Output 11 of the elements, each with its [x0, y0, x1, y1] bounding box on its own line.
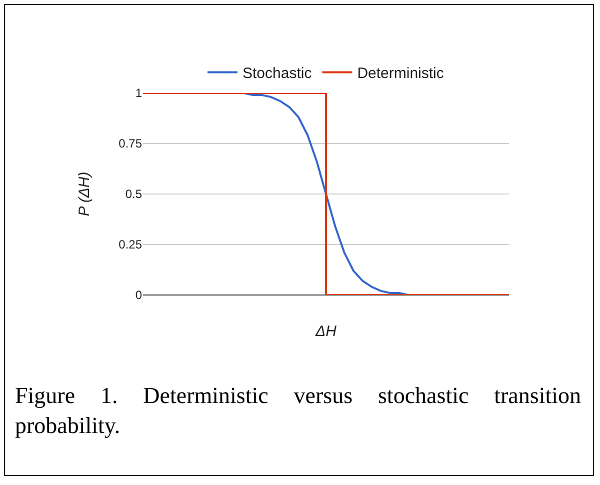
y-tick-label: 1 [135, 86, 142, 100]
y-tick-label: 0.5 [125, 187, 142, 202]
legend-label: Deterministic [357, 65, 444, 82]
legend-label: Stochastic [242, 65, 312, 82]
y-axis-title: P (ΔH) [76, 172, 93, 216]
line-series [242, 93, 410, 295]
y-tick-label: 0 [135, 288, 142, 302]
x-axis-title: ΔH [314, 323, 337, 340]
y-tick-label: 0.75 [118, 136, 142, 151]
caption: Figure 1. Deterministic versus stochastic transition probability. [15, 382, 581, 440]
y-tick-label: 0.25 [118, 238, 142, 252]
